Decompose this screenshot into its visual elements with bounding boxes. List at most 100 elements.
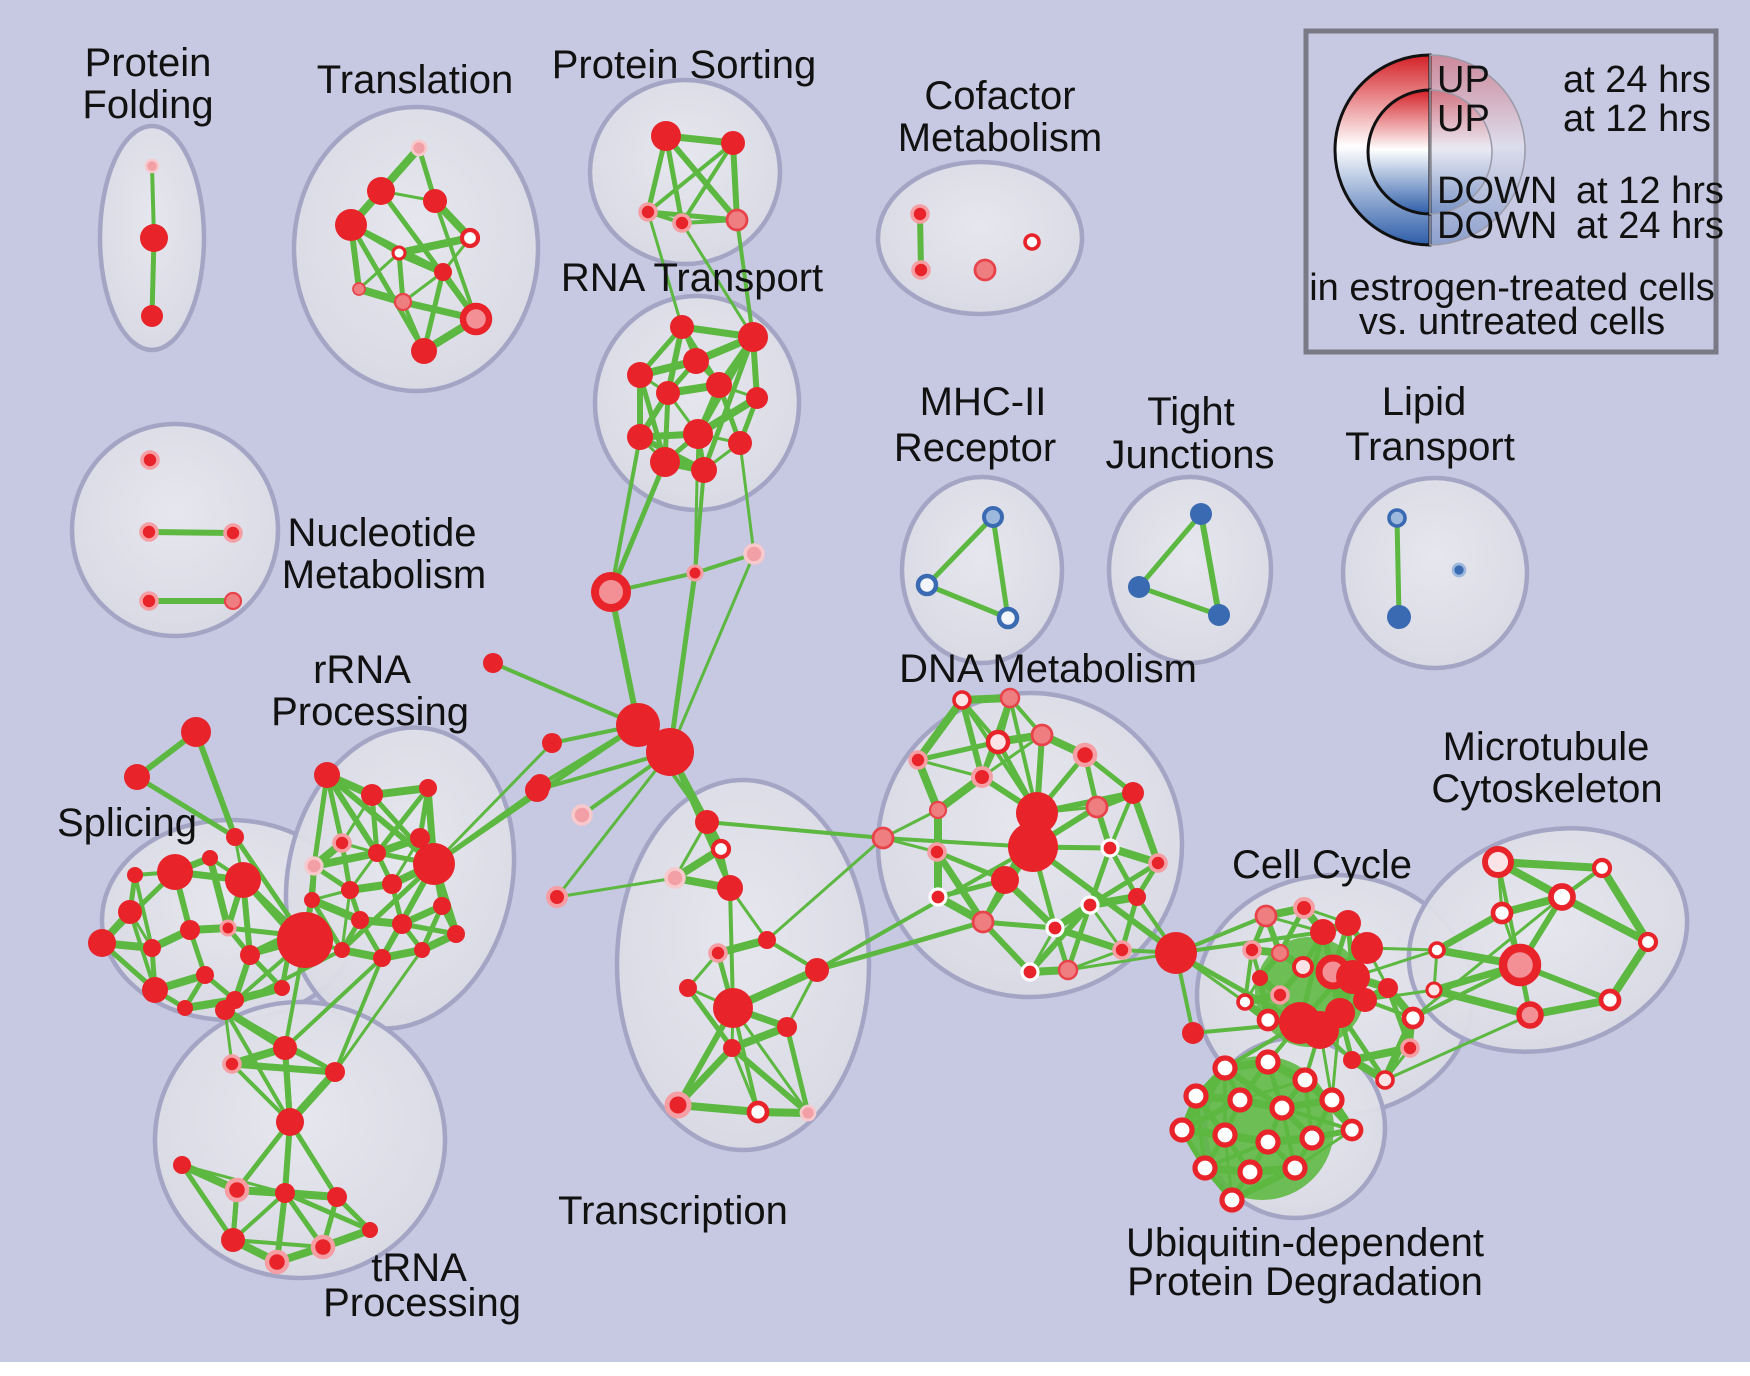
- node-transcription-6: [679, 979, 697, 997]
- node-transcription-12: [746, 1100, 770, 1124]
- node-splicing-7: [142, 977, 168, 1003]
- edge-rrna-processing: [340, 888, 352, 952]
- node-nucleotide-metabolism-1: [139, 522, 159, 542]
- node-translation-6: [434, 263, 452, 281]
- node-translation-10: [411, 338, 437, 364]
- label-cofactor-metabolism-line0: Cofactor: [924, 74, 1075, 118]
- edge-connector: [667, 570, 698, 755]
- label-tight-junctions-line1: Junctions: [1106, 433, 1275, 477]
- node-rrna-processing-11: [392, 914, 412, 934]
- node-trna-processing-8: [327, 1187, 347, 1207]
- node-ubiquitin-degradation-7: [1169, 1117, 1195, 1143]
- node-dna-metabolism-5: [1122, 782, 1144, 804]
- node-trna-processing-1: [273, 1036, 297, 1060]
- node-cofactor-metabolism-3: [1023, 233, 1041, 251]
- edge-transcription: [784, 1024, 811, 1116]
- node-dna-metabolism-21: [908, 750, 928, 770]
- label-cofactor-metabolism-line1: Metabolism: [898, 116, 1103, 160]
- edge-transcription: [685, 985, 735, 1051]
- edge-splicing: [128, 910, 157, 992]
- node-splicing-2: [118, 900, 142, 924]
- node-trna-processing-2: [222, 1054, 242, 1074]
- node-cell-cycle-11: [1270, 985, 1290, 1005]
- node-connector-6: [743, 543, 765, 565]
- node-protein-folding-2: [141, 305, 163, 327]
- node-microtubule-cytoskeleton-9: [1591, 857, 1613, 879]
- node-rrna-processing-17: [304, 892, 320, 908]
- node-dna-metabolism-4: [928, 800, 948, 820]
- node-nucleotide-metabolism-0: [140, 450, 160, 470]
- edge-tight-junctions: [1136, 511, 1204, 590]
- node-protein-sorting-0: [651, 121, 681, 151]
- node-connector-17: [483, 653, 503, 673]
- node-microtubule-cytoskeleton-8: [1637, 931, 1659, 953]
- edge-cell-cycle: [1385, 985, 1413, 1051]
- label-lipid-transport-line1: Transport: [1345, 425, 1515, 469]
- node-nucleotide-metabolism-3: [139, 591, 159, 611]
- node-cell-cycle-9: [1336, 960, 1370, 994]
- node-splicing-5: [180, 920, 200, 940]
- edge-tight-junctions: [1198, 511, 1222, 618]
- legend-up-24-time: at 24 hrs: [1563, 59, 1711, 101]
- node-connector-5: [686, 564, 704, 582]
- node-tight-junctions-0: [1190, 503, 1212, 525]
- edge-trna-processing: [234, 1119, 293, 1193]
- edge-cell-cycle: [1348, 1044, 1414, 1064]
- node-cell-cycle-10: [1252, 970, 1268, 986]
- label-splicing-line0: Splicing: [57, 801, 197, 845]
- node-translation-3: [423, 189, 447, 213]
- edge-microtubule-cytoskeleton: [1558, 893, 1652, 946]
- node-rrna-processing-10: [351, 911, 369, 929]
- node-cell-cycle-12: [1236, 993, 1254, 1011]
- node-microtubule-cytoskeleton-1: [1548, 883, 1576, 911]
- node-dna-metabolism-23: [999, 687, 1021, 709]
- legend-footnote-line1: in estrogen-treated cells: [1309, 267, 1715, 309]
- cluster-blob-cofactor-metabolism: [875, 159, 1085, 317]
- node-mhc-ii-receptor-2: [996, 606, 1020, 630]
- legend-down-12-label: DOWN: [1437, 170, 1557, 212]
- legend-up-12-time: at 12 hrs: [1563, 98, 1711, 140]
- node-connector-7: [616, 703, 660, 747]
- legend-footnote-line2: vs. untreated cells: [1359, 301, 1665, 343]
- edge-dna-metabolism: [1065, 902, 1093, 973]
- node-connector-13: [525, 778, 549, 802]
- node-splicing-4: [143, 939, 161, 957]
- label-microtubule-cytoskeleton-line0: Microtubule: [1443, 725, 1650, 769]
- label-rrna-processing-line1: Processing: [271, 690, 469, 734]
- node-ubiquitin-degradation-3: [1183, 1083, 1209, 1109]
- edge-rrna-processing: [311, 772, 330, 869]
- edge-bridge: [608, 459, 668, 595]
- edge-trna-processing: [282, 1190, 373, 1233]
- edge-protein-sorting: [730, 140, 740, 223]
- edge-bridge: [333, 948, 424, 1074]
- label-microtubule-cytoskeleton-line1: Cytoskeleton: [1431, 767, 1662, 811]
- edge-lipid-transport: [1394, 515, 1402, 620]
- node-ubiquitin-degradation-12: [1237, 1159, 1263, 1185]
- node-trna-processing-11: [310, 1234, 336, 1260]
- node-cell-cycle-22: [1400, 1038, 1420, 1058]
- node-rna-transport-2: [683, 348, 709, 374]
- node-rrna-processing-4: [304, 856, 324, 876]
- edge-mhc-ii-receptor: [924, 582, 1011, 621]
- edge-splicing: [133, 873, 154, 950]
- edge-tight-junctions: [1136, 584, 1222, 618]
- node-rrna-processing-13: [334, 942, 350, 958]
- edge-bridge: [1383, 1013, 1532, 1082]
- edge-connector: [134, 774, 238, 840]
- edge-dna-metabolism: [914, 696, 966, 764]
- node-connector-4: [591, 572, 631, 612]
- node-trna-processing-4: [276, 1108, 304, 1136]
- node-dna-metabolism-16: [1080, 895, 1100, 915]
- node-connector-9: [542, 733, 562, 753]
- node-dna-metabolism-6: [1085, 795, 1109, 819]
- edge-bridge: [1030, 844, 1179, 956]
- node-connector-1: [124, 764, 150, 790]
- node-ubiquitin-degradation-8: [1212, 1122, 1238, 1148]
- node-dna-metabolism-2: [1072, 742, 1098, 768]
- label-cell-cycle-line0: Cell Cycle: [1232, 843, 1412, 887]
- edge-bridge: [283, 956, 384, 1050]
- edge-protein-sorting: [680, 141, 735, 225]
- node-trna-processing-0: [215, 1000, 235, 1020]
- node-splicing-0: [157, 854, 193, 890]
